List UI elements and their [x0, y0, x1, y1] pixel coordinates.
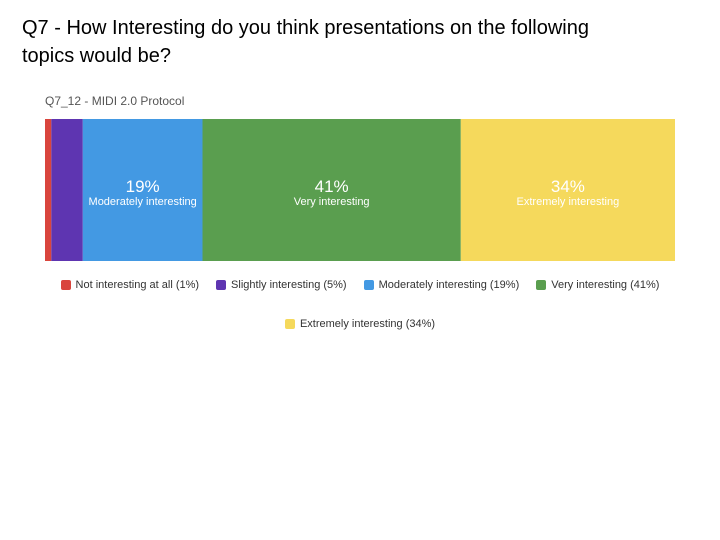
- legend-swatch: [284, 319, 295, 329]
- legend-swatch: [60, 280, 71, 290]
- legend-swatch: [216, 280, 227, 290]
- bar-segment-moderately-interesting: [82, 119, 203, 261]
- bar-percent-label: 34%: [551, 177, 585, 196]
- bar-segment-very-interesting: [202, 119, 461, 261]
- legend-item[interactable]: Not interesting at all (1%): [60, 279, 200, 291]
- legend-label: Moderately interesting (19%): [378, 279, 520, 291]
- legend-swatch: [536, 280, 547, 290]
- bar-category-label: Moderately interesting: [89, 196, 197, 208]
- bar-segment-not-interesting-at-all: [45, 119, 52, 261]
- legend-label: Slightly interesting (5%): [231, 279, 347, 291]
- chart-legend: Not interesting at all (1%) Slightly inte…: [40, 276, 680, 333]
- legend-row-2: Extremely interesting (34%): [40, 315, 680, 333]
- legend-item[interactable]: Moderately interesting (19%): [363, 279, 520, 291]
- legend-label: Extremely interesting (34%): [299, 318, 436, 330]
- legend-label: Very interesting (41%): [551, 279, 660, 291]
- legend-item[interactable]: Slightly interesting (5%): [216, 279, 347, 291]
- legend-item[interactable]: Extremely interesting (34%): [284, 318, 436, 330]
- legend-item[interactable]: Very interesting (41%): [536, 279, 659, 291]
- bar-percent-label: 41%: [315, 177, 349, 196]
- legend-swatch: [363, 280, 374, 290]
- chart-subtitle: Q7_12 - MIDI 2.0 Protocol: [45, 94, 185, 108]
- legend-row-1: Not interesting at all (1%) Slightly inte…: [40, 276, 680, 294]
- legend-label: Not interesting at all (1%): [75, 279, 200, 291]
- stacked-bar-chart: 19%Moderately interesting 41%Very interes…: [45, 119, 675, 261]
- slide-title: Q7 - How Interesting do you think presen…: [22, 17, 589, 67]
- bar-category-label: Extremely interesting: [517, 196, 620, 208]
- bar-category-label: Very interesting: [294, 196, 370, 208]
- bar-percent-label: 19%: [126, 177, 160, 196]
- bar-segment-extremely-interesting: [460, 119, 675, 261]
- bar-segment-slightly-interesting: [51, 119, 83, 261]
